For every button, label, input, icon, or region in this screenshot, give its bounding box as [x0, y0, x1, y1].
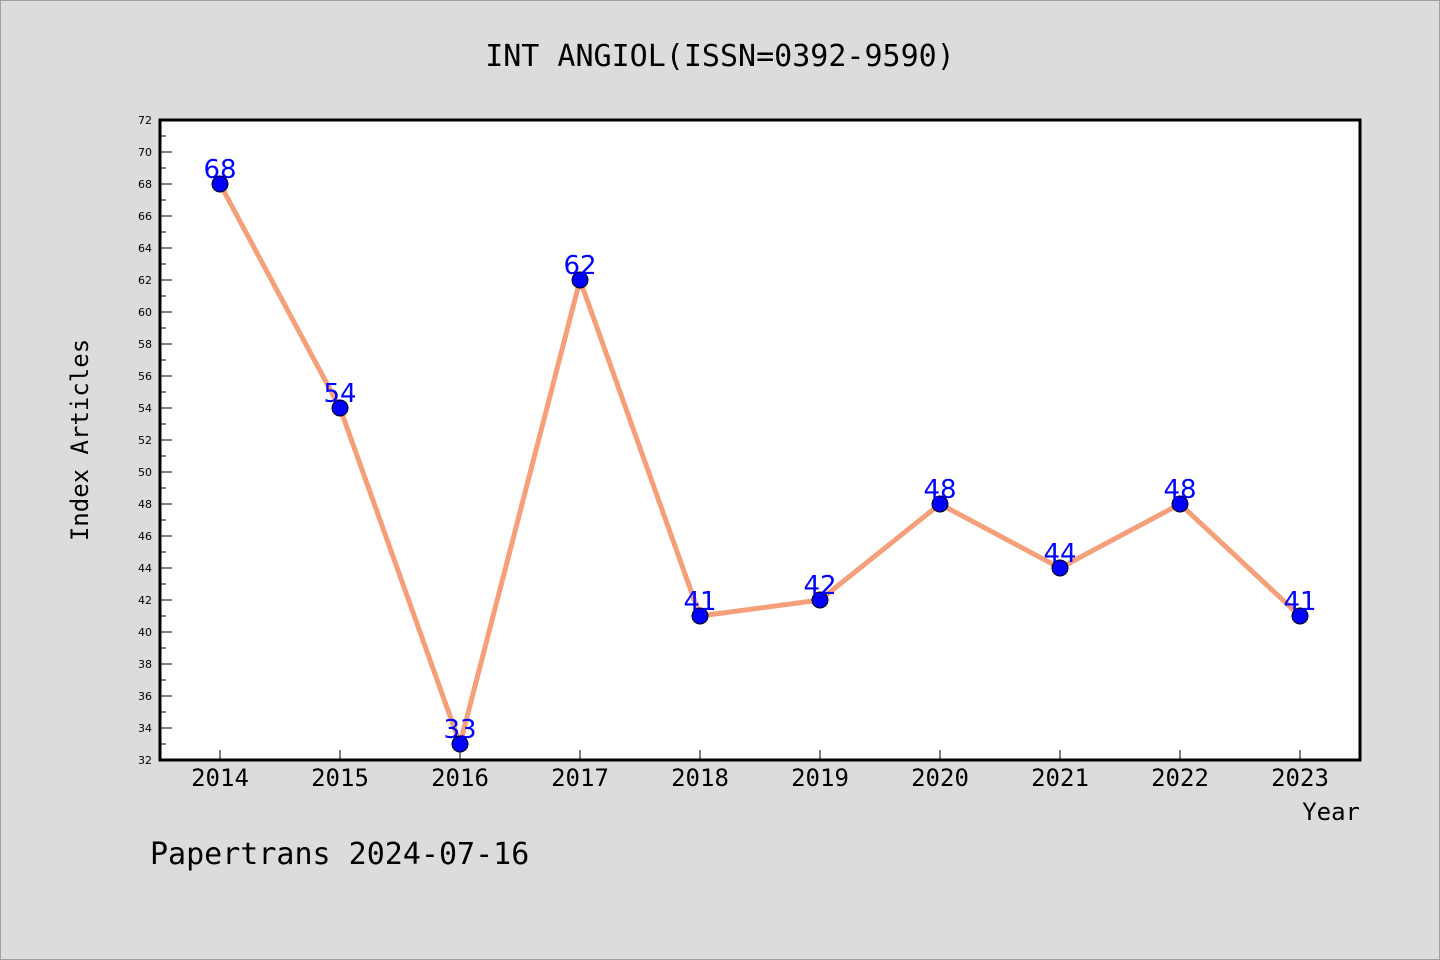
y-tick-label: 50: [138, 466, 152, 479]
plot-area: [158, 118, 1362, 762]
data-label: 44: [1043, 539, 1076, 569]
data-label: 62: [563, 251, 596, 281]
series-polyline: [217, 182, 1302, 747]
data-point: [1171, 495, 1189, 513]
data-point: [211, 175, 229, 193]
y-tick-label: 42: [138, 594, 152, 607]
y-tick-label: 48: [138, 498, 152, 511]
x-tick-label: 2023: [1271, 764, 1329, 792]
x-tick-label: 2016: [431, 764, 489, 792]
y-tick-label: 46: [138, 530, 152, 543]
y-tick-label: 36: [138, 690, 152, 703]
x-axis-label: Year: [1302, 798, 1360, 826]
data-label: 54: [323, 379, 356, 409]
y-tick-label: 44: [138, 562, 152, 575]
footer-watermark: Papertrans 2024-07-16: [150, 837, 529, 872]
series-line: [217, 182, 1302, 747]
x-tick-label: 2017: [551, 764, 609, 792]
y-tick-label: 62: [138, 274, 152, 287]
y-tick-label: 54: [138, 402, 152, 415]
y-tick-label: 56: [138, 370, 152, 383]
data-label: 48: [923, 475, 956, 505]
y-tick-label: 64: [138, 242, 152, 255]
y-axis: 32 34 36 38 40 42 44 46 48 50 52 54 56 58 60 62 64 66 68 70…: [138, 114, 172, 767]
data-point: [571, 271, 589, 289]
x-tick-label: 2019: [791, 764, 849, 792]
data-point: [451, 735, 469, 753]
x-tick-label: 2015: [311, 764, 369, 792]
data-point: [331, 399, 349, 417]
y-tick-label: 38: [138, 658, 152, 671]
y-axis-label: Index Articles: [66, 339, 94, 541]
x-tick-label: 2022: [1151, 764, 1209, 792]
data-point: [691, 607, 709, 625]
data-label: 68: [203, 155, 236, 185]
data-label: 41: [1283, 587, 1316, 617]
y-tick-label: 60: [138, 306, 152, 319]
y-tick-label: 72: [138, 114, 152, 127]
data-label: 33: [443, 715, 476, 745]
data-point: [811, 591, 829, 609]
markers: [211, 175, 1309, 753]
y-tick-label: 40: [138, 626, 152, 639]
y-tick-label: 66: [138, 210, 152, 223]
y-tick-label: 32: [138, 754, 152, 767]
x-tick-label: 2020: [911, 764, 969, 792]
y-tick-label: 70: [138, 146, 152, 159]
x-tick-label: 2014: [191, 764, 249, 792]
x-tick-label: 2021: [1031, 764, 1089, 792]
x-axis: 2014 2015 2016 2017 2018 2019 2020 2021 2022 2023: [191, 750, 1329, 792]
y-tick-label: 68: [138, 178, 152, 191]
chart-title: INT ANGIOL(ISSN=0392-9590): [485, 39, 955, 74]
data-point: [931, 495, 949, 513]
data-labels: 68 54 33 62 41 42 48 44 48 41: [203, 155, 1316, 745]
y-tick-label: 34: [138, 722, 152, 735]
data-point: [1291, 607, 1309, 625]
data-label: 42: [803, 571, 836, 601]
y-tick-label: 52: [138, 434, 152, 447]
y-tick-label: 58: [138, 338, 152, 351]
data-label: 48: [1163, 475, 1196, 505]
data-label: 41: [683, 587, 716, 617]
x-tick-label: 2018: [671, 764, 729, 792]
data-point: [1051, 559, 1069, 577]
